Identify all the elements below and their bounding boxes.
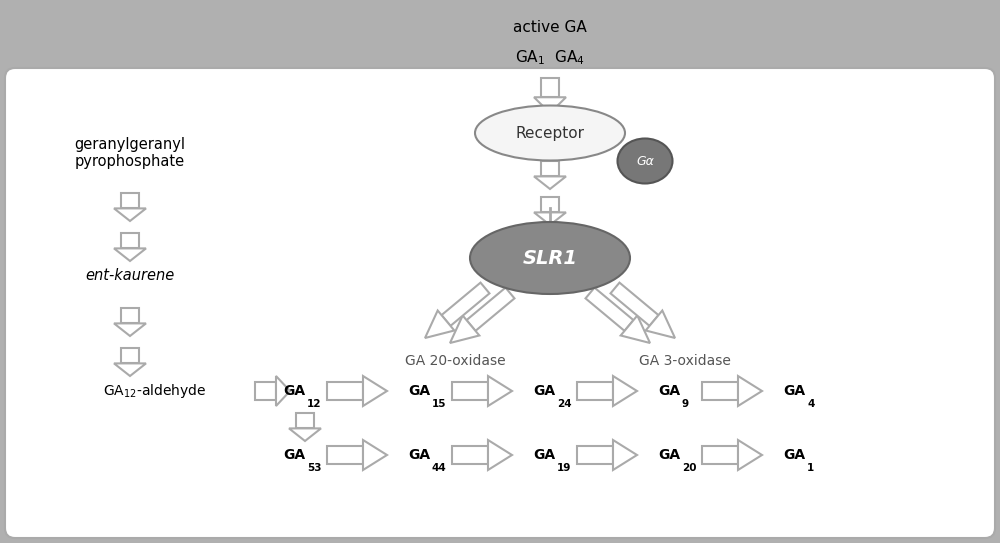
Text: Receptor: Receptor <box>516 125 584 141</box>
Text: geranylgeranyl
pyrophosphate: geranylgeranyl pyrophosphate <box>74 137 186 169</box>
Polygon shape <box>577 446 613 464</box>
Polygon shape <box>452 382 488 400</box>
Polygon shape <box>276 376 290 406</box>
Polygon shape <box>363 440 387 470</box>
Polygon shape <box>646 311 675 338</box>
Polygon shape <box>121 308 139 324</box>
Polygon shape <box>114 248 146 261</box>
Polygon shape <box>621 315 650 343</box>
Polygon shape <box>577 382 613 400</box>
Polygon shape <box>289 428 321 441</box>
Text: GA: GA <box>533 448 555 462</box>
Text: GA: GA <box>783 448 805 462</box>
Polygon shape <box>738 440 762 470</box>
Polygon shape <box>296 413 314 428</box>
Polygon shape <box>534 212 566 225</box>
Polygon shape <box>114 363 146 376</box>
Polygon shape <box>613 376 637 406</box>
Text: GA: GA <box>783 384 805 398</box>
Polygon shape <box>541 161 559 176</box>
Polygon shape <box>121 348 139 363</box>
Text: 19: 19 <box>557 463 571 473</box>
Polygon shape <box>738 376 762 406</box>
Text: 9: 9 <box>682 399 689 409</box>
Polygon shape <box>586 288 633 331</box>
Ellipse shape <box>470 222 630 294</box>
Text: active GA: active GA <box>513 21 587 35</box>
Ellipse shape <box>475 105 625 161</box>
Text: GA$_{12}$-aldehyde: GA$_{12}$-aldehyde <box>103 382 207 400</box>
Polygon shape <box>121 233 139 248</box>
Text: GA: GA <box>283 384 305 398</box>
Polygon shape <box>363 376 387 406</box>
Polygon shape <box>534 176 566 189</box>
Polygon shape <box>121 193 139 209</box>
Polygon shape <box>613 440 637 470</box>
Polygon shape <box>450 315 479 343</box>
Text: Gα: Gα <box>636 155 654 167</box>
Polygon shape <box>425 311 454 338</box>
Text: GA: GA <box>408 448 430 462</box>
Polygon shape <box>534 97 566 113</box>
Text: 4: 4 <box>807 399 814 409</box>
Text: GA: GA <box>658 448 680 462</box>
Polygon shape <box>488 376 512 406</box>
Polygon shape <box>702 382 738 400</box>
Polygon shape <box>114 324 146 336</box>
Text: GA: GA <box>283 448 305 462</box>
Polygon shape <box>488 440 512 470</box>
Text: 15: 15 <box>432 399 446 409</box>
Polygon shape <box>541 78 559 97</box>
Ellipse shape <box>618 138 672 184</box>
Text: 20: 20 <box>682 463 696 473</box>
Text: GA 3-oxidase: GA 3-oxidase <box>639 354 731 368</box>
Polygon shape <box>702 446 738 464</box>
Text: 12: 12 <box>307 399 322 409</box>
Text: 44: 44 <box>432 463 447 473</box>
Text: ent-kaurene: ent-kaurene <box>85 268 175 282</box>
Text: 1: 1 <box>807 463 814 473</box>
Polygon shape <box>467 288 514 331</box>
Text: GA 20-oxidase: GA 20-oxidase <box>405 354 505 368</box>
FancyBboxPatch shape <box>5 68 995 538</box>
Polygon shape <box>255 382 276 400</box>
Polygon shape <box>327 446 363 464</box>
Text: GA: GA <box>408 384 430 398</box>
Polygon shape <box>442 282 489 326</box>
Text: GA: GA <box>658 384 680 398</box>
Text: 24: 24 <box>557 399 572 409</box>
Text: GA: GA <box>533 384 555 398</box>
Text: 53: 53 <box>307 463 322 473</box>
Text: SLR1: SLR1 <box>522 249 578 268</box>
Polygon shape <box>541 197 559 212</box>
Polygon shape <box>611 282 658 326</box>
Polygon shape <box>452 446 488 464</box>
Polygon shape <box>327 382 363 400</box>
Polygon shape <box>114 209 146 221</box>
Text: GA$_1$  GA$_4$: GA$_1$ GA$_4$ <box>515 49 585 67</box>
